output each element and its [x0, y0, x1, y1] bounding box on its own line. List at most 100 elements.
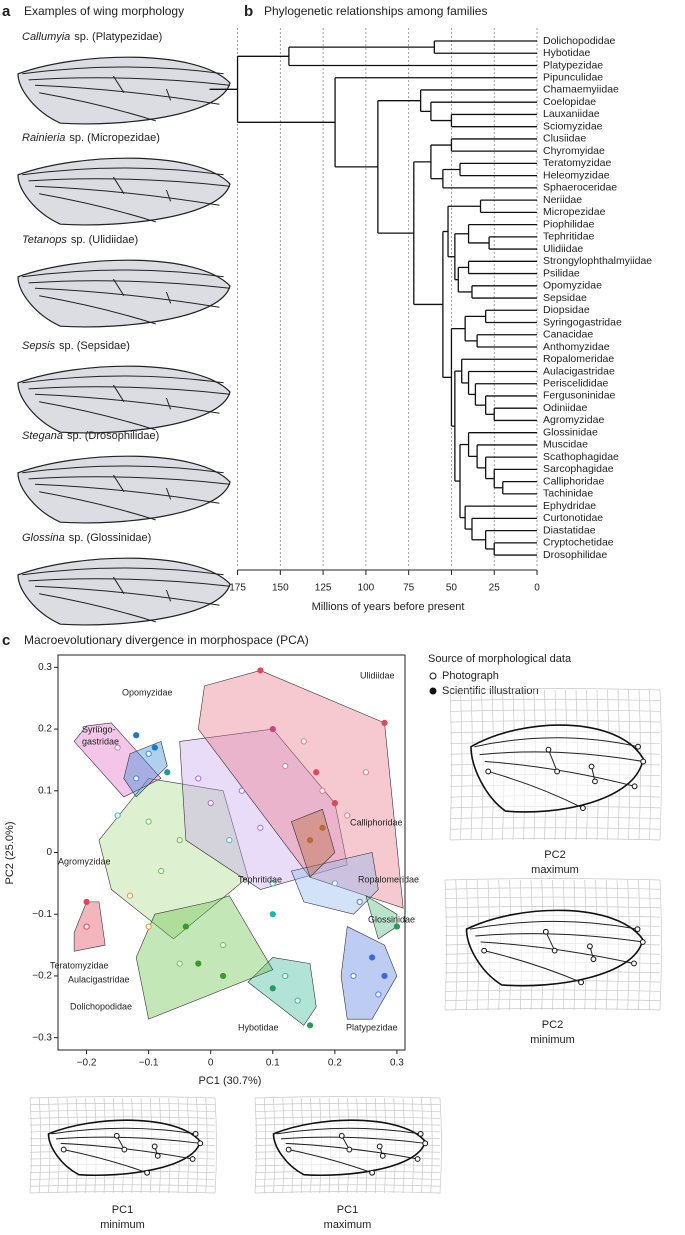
- wing-vein: [165, 589, 172, 602]
- wing-vein: [475, 933, 643, 943]
- shape-pc-label: PC1: [112, 1204, 133, 1216]
- leaf-label: Periscelididae: [543, 378, 609, 390]
- x-axis-label: Millions of years before present: [312, 601, 465, 613]
- family-annotation: Tephritidae: [238, 874, 282, 884]
- landmark: [285, 1146, 292, 1153]
- data-point: [282, 972, 289, 980]
- landmark: [113, 1132, 120, 1139]
- data-point: [350, 972, 357, 980]
- landmark: [379, 1152, 386, 1159]
- wing-vein: [34, 287, 220, 308]
- leaf-label: Sarcophagidae: [543, 463, 614, 475]
- x-tick-label: 75: [403, 583, 415, 594]
- wing-vein: [34, 84, 220, 105]
- data-point: [306, 1022, 314, 1029]
- wing: [17, 56, 231, 125]
- landmark: [631, 960, 637, 967]
- wing-vein: [22, 269, 224, 278]
- grid-line: [444, 998, 661, 1002]
- landmark: [545, 746, 552, 753]
- leaf-label: Coelopidae: [543, 96, 596, 108]
- wing-vein: [51, 1127, 196, 1135]
- family-annotation: Hybotidae: [238, 1022, 279, 1032]
- wing-vein: [28, 386, 231, 395]
- leaf-label: Teratomyzidae: [543, 157, 611, 169]
- leaf-label: Sciomyzidae: [543, 120, 603, 132]
- family-hull: [73, 901, 106, 952]
- landmark: [60, 1146, 67, 1153]
- data-point: [182, 923, 189, 930]
- data-point: [319, 824, 326, 831]
- leaf-label: Lauxaniidae: [543, 108, 600, 120]
- grid-line: [444, 989, 661, 992]
- data-point: [83, 923, 90, 930]
- taxon-rest: sp. (Ulidiidae): [71, 234, 138, 246]
- wing-vein: [281, 1136, 426, 1144]
- family-annotation: Calliphoridae: [350, 817, 403, 827]
- landmark: [578, 979, 584, 986]
- grid-line: [466, 879, 469, 1011]
- leaf-label: Micropezidae: [543, 206, 606, 218]
- wing-shape: [470, 724, 645, 813]
- wing-label: Stegana sp. (Drosophilidae): [22, 430, 159, 442]
- leaf-label: Muscidae: [543, 439, 588, 451]
- wing-vein: [39, 92, 156, 122]
- legend-marker: [429, 672, 437, 680]
- leaf-label: Ropalomeridae: [543, 353, 614, 365]
- family-hull: [73, 722, 162, 798]
- data-point: [344, 812, 351, 819]
- data-point: [220, 972, 227, 980]
- leaf-label: Curtonotidae: [543, 512, 603, 524]
- landmark: [634, 926, 641, 933]
- data-point: [294, 997, 301, 1004]
- landmark: [590, 956, 597, 963]
- family-annotation: Syringo-: [82, 724, 116, 734]
- landmark: [592, 778, 598, 785]
- wing-vein: [112, 576, 125, 595]
- data-point: [369, 954, 376, 961]
- grid-line: [29, 1177, 216, 1180]
- wing: [17, 259, 231, 328]
- legend-label: Scientific illustration: [442, 685, 539, 697]
- grid-line: [444, 887, 661, 890]
- wing-vein: [112, 278, 125, 297]
- data-point: [145, 750, 152, 757]
- leaf-label: Odiniidae: [543, 402, 588, 414]
- data-point: [375, 991, 382, 998]
- family-annotation: Dolichopodidae: [70, 1001, 132, 1011]
- grid-line: [254, 1184, 441, 1187]
- wing-label: Rainieria sp. (Micropezidae): [22, 132, 160, 144]
- shape-pc-label: PC1: [337, 1204, 358, 1216]
- wing-vein: [22, 567, 224, 576]
- wing-vein: [488, 770, 584, 809]
- genus: Glossina: [22, 532, 65, 544]
- wing-vein: [34, 185, 220, 206]
- grid-line: [444, 896, 661, 899]
- wing-vein: [288, 1149, 373, 1174]
- wing-label: Tetanops sp. (Ulidiidae): [22, 234, 138, 246]
- family-hull: [123, 741, 168, 798]
- grid-line: [449, 720, 661, 723]
- leaf-label: Syringogastridae: [543, 316, 622, 328]
- leaf-label: Pipunculidae: [543, 72, 603, 84]
- wing-vein: [112, 75, 125, 94]
- data-point: [195, 775, 202, 782]
- grid-line: [29, 1184, 216, 1187]
- wing-vein: [22, 66, 224, 75]
- family-annotation: Glossinidae: [368, 914, 415, 924]
- family-annotation: Platypezidae: [346, 1022, 398, 1032]
- x-axis-label: PC1 (30.7%): [199, 1075, 262, 1087]
- wing: [17, 557, 231, 626]
- grid-line: [449, 688, 661, 691]
- taxon-rest: sp. (Glossinidae): [69, 532, 152, 544]
- wing-vein: [39, 491, 156, 521]
- data-point: [319, 787, 326, 794]
- data-point: [381, 972, 388, 980]
- data-point: [257, 824, 264, 831]
- panel-title: Phylogenetic relationships among familie…: [264, 4, 487, 18]
- landmark: [154, 1152, 161, 1159]
- landmark: [376, 1143, 383, 1150]
- data-point: [300, 738, 307, 745]
- leaf-label: Ulidiidae: [543, 243, 583, 255]
